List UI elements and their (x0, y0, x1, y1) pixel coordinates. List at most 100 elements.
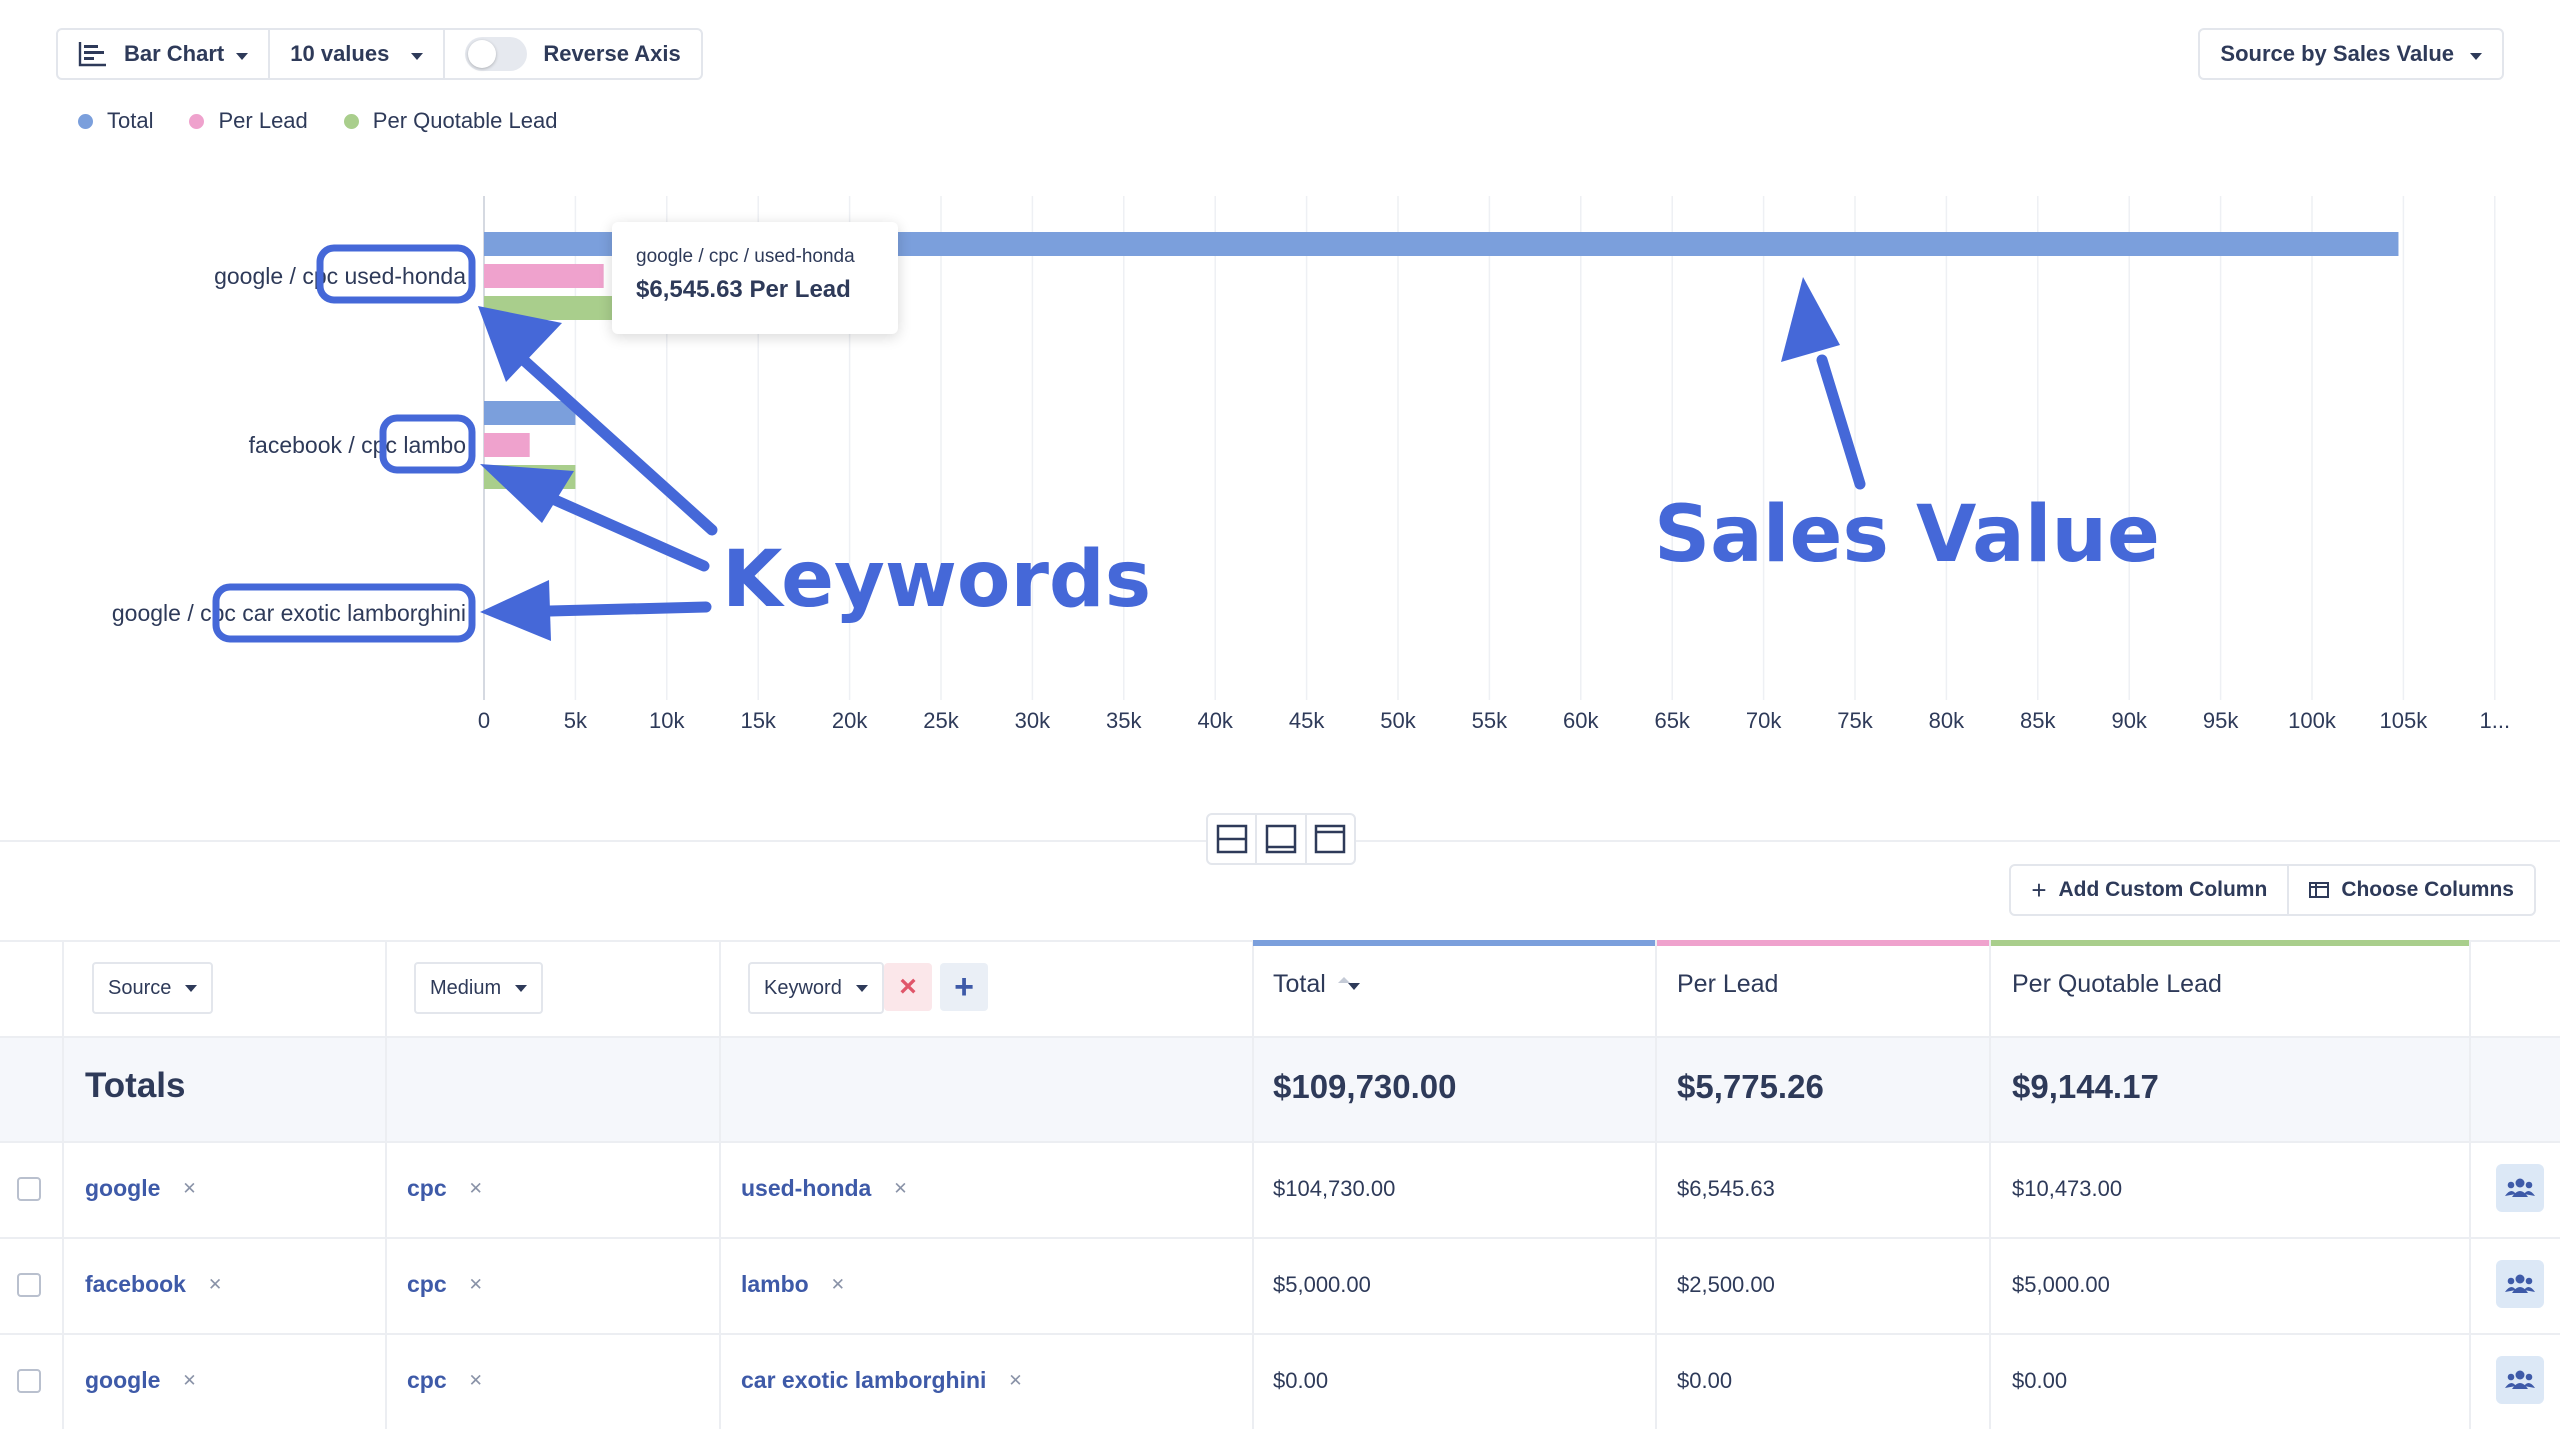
layout-table-only-button[interactable] (1307, 815, 1354, 863)
column-header-per-lead[interactable]: Per Lead (1677, 970, 1779, 998)
values-count-dropdown[interactable]: 10 values (270, 30, 446, 78)
sort-icon[interactable] (1336, 975, 1362, 995)
source-filter-select[interactable]: Source (92, 962, 214, 1014)
chart-type-dropdown[interactable]: Bar Chart (58, 30, 271, 78)
remove-filter-icon[interactable]: ✕ (182, 1178, 197, 1198)
chevron-down-icon (855, 984, 868, 992)
row-divider (0, 1036, 2560, 1038)
row-checkbox[interactable] (17, 1369, 41, 1393)
keyword-link[interactable]: used-honda (741, 1175, 872, 1201)
chart-type-label: Bar Chart (124, 41, 225, 66)
reverse-axis-label: Reverse Axis (543, 41, 681, 66)
values-count-label: 10 values (290, 41, 390, 66)
keyword-highlight-used-honda (316, 244, 476, 304)
chevron-down-icon (411, 52, 424, 60)
x-tick-label: 40k (1197, 708, 1233, 733)
x-tick-label: 70k (1746, 708, 1782, 733)
users-icon (2505, 1370, 2535, 1389)
row-checkbox[interactable] (17, 1273, 41, 1297)
layout-chart-only-button[interactable] (1257, 815, 1307, 863)
source-link[interactable]: google (85, 1367, 161, 1393)
medium-filter-label: Medium (430, 976, 502, 999)
medium-link[interactable]: cpc (407, 1175, 447, 1201)
chart-toolbar: Bar Chart 10 values Reverse Axis (56, 28, 703, 80)
tooltip-value: $6,545.63 Per Lead (636, 276, 851, 303)
per-quotable-lead-cell: $0.00 (2012, 1368, 2068, 1393)
arrow-head (480, 464, 574, 523)
view-leads-button[interactable] (2496, 1164, 2544, 1212)
legend-item-per-lead[interactable]: Per Lead (189, 108, 308, 134)
columns-icon (2309, 882, 2330, 898)
x-tick-label: 15k (740, 708, 776, 733)
column-divider (1252, 940, 1254, 1429)
per-quotable-lead-column-color-bar (1991, 940, 2469, 946)
x-tick-label: 60k (1563, 708, 1599, 733)
remove-filter-icon[interactable]: ✕ (182, 1370, 197, 1390)
arrow-shaft (544, 601, 712, 617)
medium-cell: cpc ✕ (407, 1175, 483, 1202)
remove-filter-icon[interactable]: ✕ (468, 1274, 483, 1294)
keyword-link[interactable]: car exotic lamborghini (741, 1367, 987, 1393)
plus-icon: + (954, 968, 974, 1006)
layout-split-button[interactable] (1208, 815, 1258, 863)
x-tick-label: 80k (1929, 708, 1965, 733)
row-checkbox[interactable] (17, 1177, 41, 1201)
source-link[interactable]: facebook (85, 1271, 186, 1297)
annotation-overlay (212, 244, 1866, 643)
x-tick-label: 10k (649, 708, 685, 733)
reverse-axis-toggle[interactable] (465, 37, 528, 71)
remove-grouping-button[interactable]: × (884, 963, 932, 1011)
legend-label: Per Lead (218, 108, 308, 133)
layout-switcher (1206, 813, 1356, 865)
keyword-link[interactable]: lambo (741, 1271, 809, 1297)
column-header-per-quotable-lead[interactable]: Per Quotable Lead (2012, 970, 2222, 998)
total-cell: $5,000.00 (1273, 1272, 1371, 1297)
per-lead-cell: $6,545.63 (1677, 1176, 1775, 1201)
totals-per-quotable-lead: $9,144.17 (2012, 1068, 2159, 1105)
reverse-axis-control[interactable]: Reverse Axis (445, 30, 700, 78)
totals-label: Totals (85, 1066, 186, 1105)
category-label: facebook / cpc lambo (249, 432, 466, 458)
legend-item-total[interactable]: Total (78, 108, 153, 134)
remove-filter-icon[interactable]: ✕ (207, 1274, 223, 1294)
legend-item-per-quotable-lead[interactable]: Per Quotable Lead (343, 108, 557, 134)
remove-filter-icon[interactable]: ✕ (830, 1274, 845, 1294)
keyword-filter-select[interactable]: Keyword (748, 962, 884, 1014)
close-icon: × (899, 970, 917, 1003)
source-by-sales-value-dropdown[interactable]: Source by Sales Value (2198, 28, 2504, 80)
medium-link[interactable]: cpc (407, 1271, 447, 1297)
source-link[interactable]: google (85, 1175, 161, 1201)
column-divider (719, 940, 721, 1429)
medium-filter-select[interactable]: Medium (414, 962, 544, 1014)
x-tick-label: 55k (1472, 708, 1508, 733)
choose-columns-button[interactable]: Choose Columns (2289, 866, 2534, 914)
source-select-label: Source by Sales Value (2220, 41, 2454, 66)
column-header-total[interactable]: Total (1273, 970, 1362, 999)
totals-total: $109,730.00 (1273, 1068, 1457, 1105)
x-tick-label: 0 (478, 708, 490, 733)
source-cell: google ✕ (85, 1367, 197, 1394)
chevron-down-icon (185, 984, 198, 992)
category-prefix: facebook / cpc (249, 432, 404, 458)
view-leads-button[interactable] (2496, 1260, 2544, 1308)
remove-filter-icon[interactable]: ✕ (1008, 1370, 1023, 1390)
view-leads-button[interactable] (2496, 1356, 2544, 1404)
remove-filter-icon[interactable]: ✕ (468, 1178, 483, 1198)
medium-cell: cpc ✕ (407, 1367, 483, 1394)
x-tick-label: 65k (1654, 708, 1690, 733)
source-cell: google ✕ (85, 1175, 197, 1202)
remove-filter-icon[interactable]: ✕ (468, 1370, 483, 1390)
add-grouping-button[interactable]: + (940, 963, 988, 1011)
medium-link[interactable]: cpc (407, 1367, 447, 1393)
keyword-cell: lambo ✕ (741, 1271, 845, 1298)
tooltip-title: google / cpc / used-honda (636, 246, 855, 267)
arrow-head (478, 306, 562, 382)
remove-filter-icon[interactable]: ✕ (893, 1178, 908, 1198)
chevron-down-icon (2470, 52, 2482, 60)
add-custom-column-button[interactable]: + Add Custom Column (2011, 866, 2290, 914)
column-divider (1989, 940, 1991, 1429)
bar-chart-icon (78, 42, 106, 67)
column-divider (385, 940, 387, 1429)
legend-dot (78, 113, 93, 129)
keyword-highlight-car-exotic-lamborghini (212, 583, 476, 643)
